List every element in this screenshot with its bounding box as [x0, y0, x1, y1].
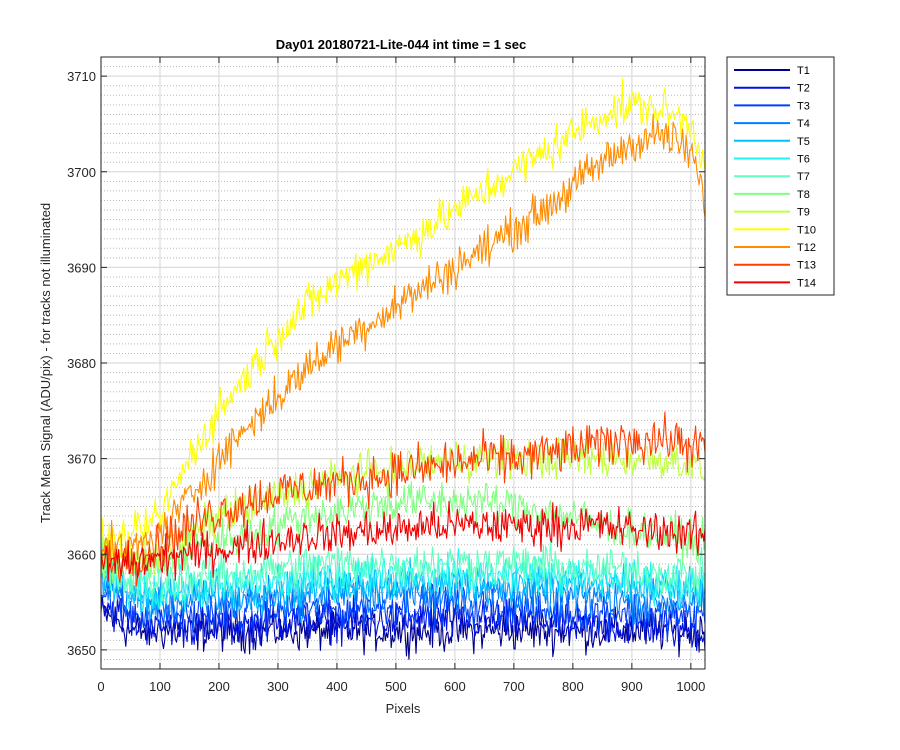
- x-tick-label: 100: [149, 679, 171, 694]
- y-tick-label: 3690: [67, 260, 96, 275]
- x-tick-label: 900: [621, 679, 643, 694]
- legend-label-t5: T5: [797, 136, 810, 148]
- series-line-t13: [101, 411, 705, 587]
- series-line-t10: [101, 78, 705, 563]
- legend-label-t4: T4: [797, 118, 810, 130]
- series-lines: [101, 78, 705, 660]
- legend-label-t1: T1: [797, 65, 810, 77]
- x-tick-label: 300: [267, 679, 289, 694]
- legend-label-t14: T14: [797, 277, 816, 289]
- x-tick-label: 600: [444, 679, 466, 694]
- x-axis-label: Pixels: [386, 701, 421, 716]
- x-tick-label: 500: [385, 679, 407, 694]
- series-line-t3: [101, 583, 705, 643]
- legend-label-t13: T13: [797, 260, 816, 272]
- legend-label-t10: T10: [797, 224, 816, 236]
- series-line-t7: [101, 538, 705, 602]
- legend-label-t9: T9: [797, 207, 810, 219]
- x-tick-label: 0: [97, 679, 104, 694]
- legend: T1 T2 T3 T4 T5 T6 T7 T8 T9 T10 T12 T13 T14: [726, 56, 835, 296]
- axis-ticks: 0 100 200 300 400 500 600 700 800 900 1000 3650 3660…: [67, 57, 705, 694]
- legend-label-t2: T2: [797, 83, 810, 95]
- x-tick-label: 400: [326, 679, 348, 694]
- legend-label-t8: T8: [797, 189, 810, 201]
- x-tick-label: 700: [503, 679, 525, 694]
- series-line-t14: [101, 500, 705, 583]
- x-tick-label: 800: [562, 679, 584, 694]
- y-tick-label: 3710: [67, 69, 96, 84]
- y-tick-label: 3700: [67, 165, 96, 180]
- x-tick-label: 200: [208, 679, 230, 694]
- legend-label-t12: T12: [797, 242, 816, 254]
- y-tick-label: 3680: [67, 356, 96, 371]
- y-tick-label: 3650: [67, 643, 96, 658]
- y-tick-label: 3670: [67, 452, 96, 467]
- y-tick-label: 3660: [67, 547, 96, 562]
- chart-title: Day01 20180721-Lite-044 int time = 1 sec: [276, 37, 526, 52]
- legend-label-t7: T7: [797, 171, 810, 183]
- x-tick-label: 1000: [676, 679, 705, 694]
- legend-label-t6: T6: [797, 154, 810, 166]
- y-axis-label: Track Mean Signal (ADU/pix) - for tracks…: [38, 203, 53, 523]
- legend-label-t3: T3: [797, 100, 810, 112]
- series-line-t12: [101, 113, 705, 574]
- series-line-t2: [101, 594, 705, 652]
